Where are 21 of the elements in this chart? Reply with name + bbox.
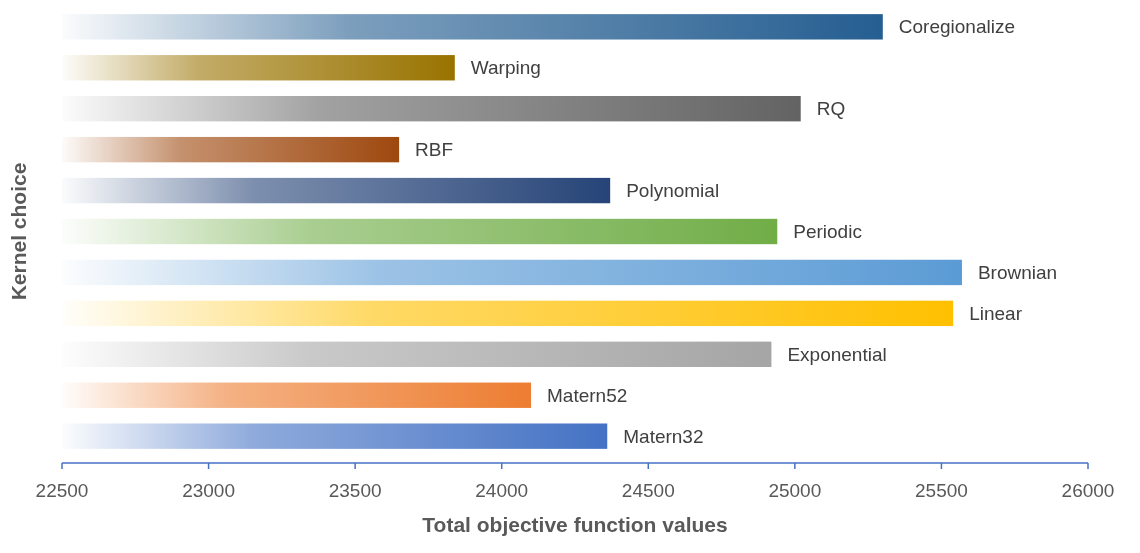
y-tick-label: RQ [816, 98, 846, 120]
y-tick-label: RBF [415, 139, 454, 161]
y-tick-label: Exponential [787, 343, 887, 365]
x-axis-title: Total objective function values [422, 513, 728, 536]
y-tick-label: Polynomial [626, 180, 720, 202]
y-tick-label: Periodic [793, 221, 862, 243]
y-tick-label: Matern32 [623, 425, 704, 447]
x-tick-label: 26000 [1061, 480, 1115, 501]
x-tick-label: 25500 [915, 480, 968, 501]
x-tick-label: 24500 [621, 480, 675, 501]
x-tick-label: 25000 [768, 480, 822, 501]
x-tick-label: 23000 [182, 480, 235, 501]
x-tick-label: 22500 [35, 480, 89, 501]
x-tick-label: 23500 [328, 480, 382, 501]
y-axis-title: Kernel choice [7, 162, 30, 301]
y-tick-label: Coregionalize [898, 16, 1015, 38]
y-tick-label: Warping [470, 57, 541, 79]
y-tick-label: Matern52 [547, 384, 628, 406]
y-tick-label: Brownian [977, 262, 1058, 284]
y-tick-label: Linear [969, 303, 1023, 325]
x-tick-label: 24000 [475, 480, 529, 501]
